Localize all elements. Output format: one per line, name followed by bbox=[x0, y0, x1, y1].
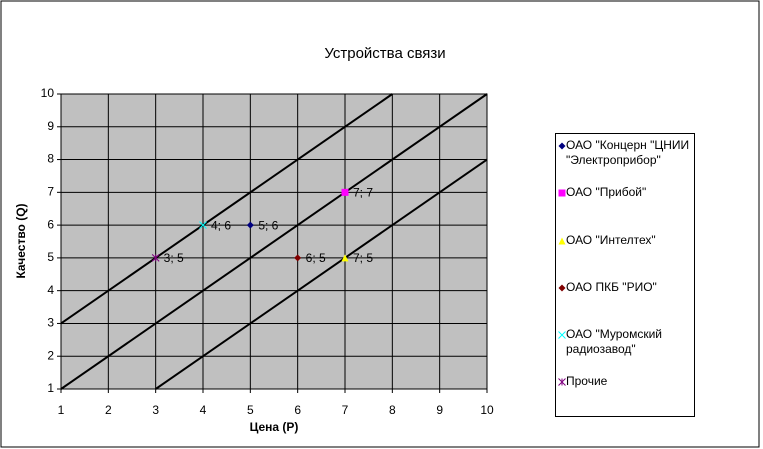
marker bbox=[558, 331, 566, 339]
x-tick-label: 7 bbox=[342, 403, 349, 417]
data-label: 4; 6 bbox=[211, 218, 231, 232]
x-tick-label: 6 bbox=[294, 403, 301, 417]
line bbox=[155, 158, 488, 390]
x-tick-label: 1 bbox=[58, 403, 65, 417]
marker bbox=[558, 237, 566, 245]
x-tick-label: 5 bbox=[247, 403, 254, 417]
x-tick-label: 9 bbox=[436, 403, 443, 417]
y-tick-label: 2 bbox=[47, 348, 54, 362]
y-tick-label: 9 bbox=[47, 119, 54, 133]
y-tick-label: 4 bbox=[47, 283, 54, 297]
line bbox=[60, 93, 488, 390]
y-tick-label: 10 bbox=[41, 86, 55, 100]
y-tick-label: 5 bbox=[47, 250, 54, 264]
y-tick-label: 3 bbox=[47, 316, 54, 330]
marker bbox=[341, 254, 349, 262]
x-tick-label: 4 bbox=[200, 403, 207, 417]
marker bbox=[246, 221, 254, 229]
legend-label: ОАО "Муромский радиозавод" bbox=[566, 327, 662, 356]
marker bbox=[199, 221, 207, 229]
y-tick-label: 6 bbox=[47, 217, 54, 231]
x-tick-label: 10 bbox=[480, 403, 494, 417]
data-label: 7; 5 bbox=[353, 251, 373, 265]
marker bbox=[558, 284, 566, 292]
y-tick-label: 7 bbox=[47, 185, 54, 199]
x-tick-label: 3 bbox=[152, 403, 159, 417]
y-tick-label: 8 bbox=[47, 152, 54, 166]
legend: ОАО "Концерн "ЦНИИ "Электроприбор" ОАО "П… bbox=[555, 133, 695, 417]
data-label: 5; 6 bbox=[258, 218, 278, 232]
legend-label: Прочие bbox=[566, 374, 608, 388]
legend-label: ОАО ПКБ "РИО" bbox=[566, 280, 657, 294]
legend-marker-box bbox=[558, 189, 566, 197]
data-label: 7; 7 bbox=[353, 186, 373, 200]
legend-marker-box bbox=[558, 237, 566, 245]
x-tick-label: 8 bbox=[389, 403, 396, 417]
legend-marker-box bbox=[558, 284, 566, 292]
y-axis-label: Качество (Q) bbox=[14, 203, 28, 278]
y-tick-label: 1 bbox=[47, 381, 54, 395]
legend-label: ОАО "Прибой" bbox=[566, 185, 647, 199]
legend-marker-box bbox=[558, 378, 566, 386]
data-label: 3; 5 bbox=[164, 251, 184, 265]
legend-marker-box bbox=[558, 142, 566, 150]
marker bbox=[294, 254, 302, 262]
line bbox=[60, 93, 393, 325]
legend-label: ОАО "Концерн "ЦНИИ "Электроприбор" bbox=[566, 138, 690, 167]
legend-label: ОАО "Интелтех" bbox=[566, 233, 656, 247]
marker bbox=[558, 378, 566, 386]
data-label: 6; 5 bbox=[306, 251, 326, 265]
chart-title: Устройства связи bbox=[324, 45, 445, 62]
marker bbox=[558, 142, 566, 150]
x-tick-label: 2 bbox=[105, 403, 112, 417]
x-axis-label: Цена (P) bbox=[250, 420, 299, 434]
legend-marker-box bbox=[558, 331, 566, 339]
marker bbox=[558, 189, 566, 197]
marker bbox=[151, 254, 160, 262]
marker bbox=[341, 188, 349, 196]
